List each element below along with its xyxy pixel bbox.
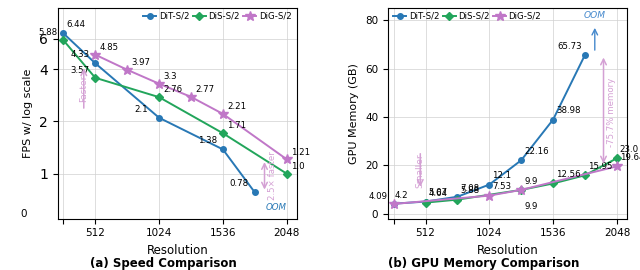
DiT-S/2	[422, 200, 429, 203]
DiS-S/2	[549, 182, 557, 185]
Text: 2.5× faster: 2.5× faster	[268, 151, 277, 200]
Text: 5.88: 5.88	[460, 187, 479, 195]
DiG-S/2	[219, 112, 227, 116]
Text: 1.0: 1.0	[291, 162, 305, 171]
Text: 4.09: 4.09	[369, 192, 388, 201]
Line: DiS-S/2: DiS-S/2	[423, 156, 620, 205]
DiG-S/2	[124, 68, 131, 71]
Text: 2.77: 2.77	[195, 85, 214, 94]
Text: 3.97: 3.97	[131, 58, 150, 67]
Text: OOM: OOM	[266, 203, 287, 212]
DiT-S/2	[156, 116, 163, 119]
Text: (b) GPU Memory Comparison: (b) GPU Memory Comparison	[387, 257, 579, 270]
Text: 2.21: 2.21	[227, 102, 246, 111]
Text: 9.9: 9.9	[524, 202, 538, 211]
DiG-S/2	[156, 82, 163, 85]
DiT-S/2	[549, 118, 557, 121]
Text: 3.3: 3.3	[163, 72, 177, 81]
DiG-S/2	[613, 165, 621, 168]
DiT-S/2	[60, 32, 67, 35]
DiT-S/2	[454, 195, 461, 198]
Legend: DiT-S/2, DiS-S/2, DiG-S/2: DiT-S/2, DiS-S/2, DiG-S/2	[390, 8, 545, 24]
DiS-S/2	[517, 188, 525, 191]
Line: DiS-S/2: DiS-S/2	[61, 38, 289, 176]
DiT-S/2	[486, 183, 493, 186]
Text: 7.53: 7.53	[492, 183, 511, 191]
Text: 0.78: 0.78	[230, 179, 249, 188]
Text: 2.1: 2.1	[134, 104, 148, 114]
Text: 15.95: 15.95	[588, 162, 612, 171]
DiG-S/2	[517, 188, 525, 191]
DiS-S/2	[454, 198, 461, 201]
Text: 2.76: 2.76	[163, 85, 182, 94]
Text: OOM: OOM	[584, 11, 606, 19]
Text: 12.1: 12.1	[492, 171, 511, 180]
Text: 4.64: 4.64	[428, 190, 447, 198]
DiG-S/2	[390, 202, 397, 205]
DiT-S/2	[581, 53, 589, 56]
DiT-S/2	[517, 158, 525, 162]
Text: 65.73: 65.73	[557, 42, 582, 50]
Legend: DiT-S/2, DiS-S/2, DiG-S/2: DiT-S/2, DiS-S/2, DiG-S/2	[140, 8, 295, 24]
DiT-S/2	[390, 202, 397, 205]
Text: 5.07: 5.07	[428, 188, 447, 197]
DiS-S/2	[219, 131, 227, 135]
DiT-S/2	[219, 148, 227, 151]
Y-axis label: FPS w/ log scale: FPS w/ log scale	[24, 69, 33, 158]
Text: 3.57: 3.57	[70, 66, 90, 75]
DiS-S/2	[60, 39, 67, 42]
Text: 19.64: 19.64	[620, 153, 640, 162]
Text: 38.98: 38.98	[556, 106, 580, 115]
Text: 4.33: 4.33	[70, 50, 90, 59]
Text: 12.56: 12.56	[556, 170, 580, 179]
DiS-S/2	[283, 172, 291, 175]
X-axis label: Resolution: Resolution	[477, 244, 538, 257]
Text: 4.2: 4.2	[395, 191, 408, 200]
Line: DiG-S/2: DiG-S/2	[388, 161, 622, 209]
DiG-S/2	[187, 95, 195, 99]
Text: 4.85: 4.85	[99, 43, 118, 52]
Text: 7.08: 7.08	[460, 184, 479, 193]
DiS-S/2	[422, 201, 429, 204]
Y-axis label: GPU Memory (GB): GPU Memory (GB)	[349, 63, 360, 164]
Line: DiT-S/2: DiT-S/2	[61, 31, 257, 195]
Line: DiT-S/2: DiT-S/2	[391, 52, 588, 207]
Line: DiG-S/2: DiG-S/2	[90, 50, 292, 164]
Text: -75.7% memory: -75.7% memory	[607, 77, 616, 147]
DiG-S/2	[283, 158, 291, 161]
Text: 5.88: 5.88	[38, 28, 58, 38]
Text: 6.44: 6.44	[66, 20, 85, 29]
Text: Faster: Faster	[79, 75, 88, 102]
Text: 1.38: 1.38	[198, 136, 217, 145]
Text: (a) Speed Comparison: (a) Speed Comparison	[90, 257, 237, 270]
Text: 1.21: 1.21	[291, 147, 310, 157]
DiS-S/2	[156, 96, 163, 99]
DiS-S/2	[581, 174, 589, 177]
Text: 23.0: 23.0	[620, 145, 639, 154]
X-axis label: Resolution: Resolution	[147, 244, 208, 257]
Text: Smaller: Smaller	[416, 153, 425, 188]
DiS-S/2	[613, 157, 621, 160]
DiG-S/2	[92, 53, 99, 56]
DiS-S/2	[92, 76, 99, 79]
DiG-S/2	[486, 194, 493, 197]
Text: 9.9: 9.9	[524, 177, 538, 186]
DiT-S/2	[251, 191, 259, 194]
Text: 1.71: 1.71	[227, 122, 246, 130]
Text: 22.16: 22.16	[524, 147, 548, 156]
Text: 0: 0	[20, 209, 26, 219]
DiT-S/2	[92, 62, 99, 65]
